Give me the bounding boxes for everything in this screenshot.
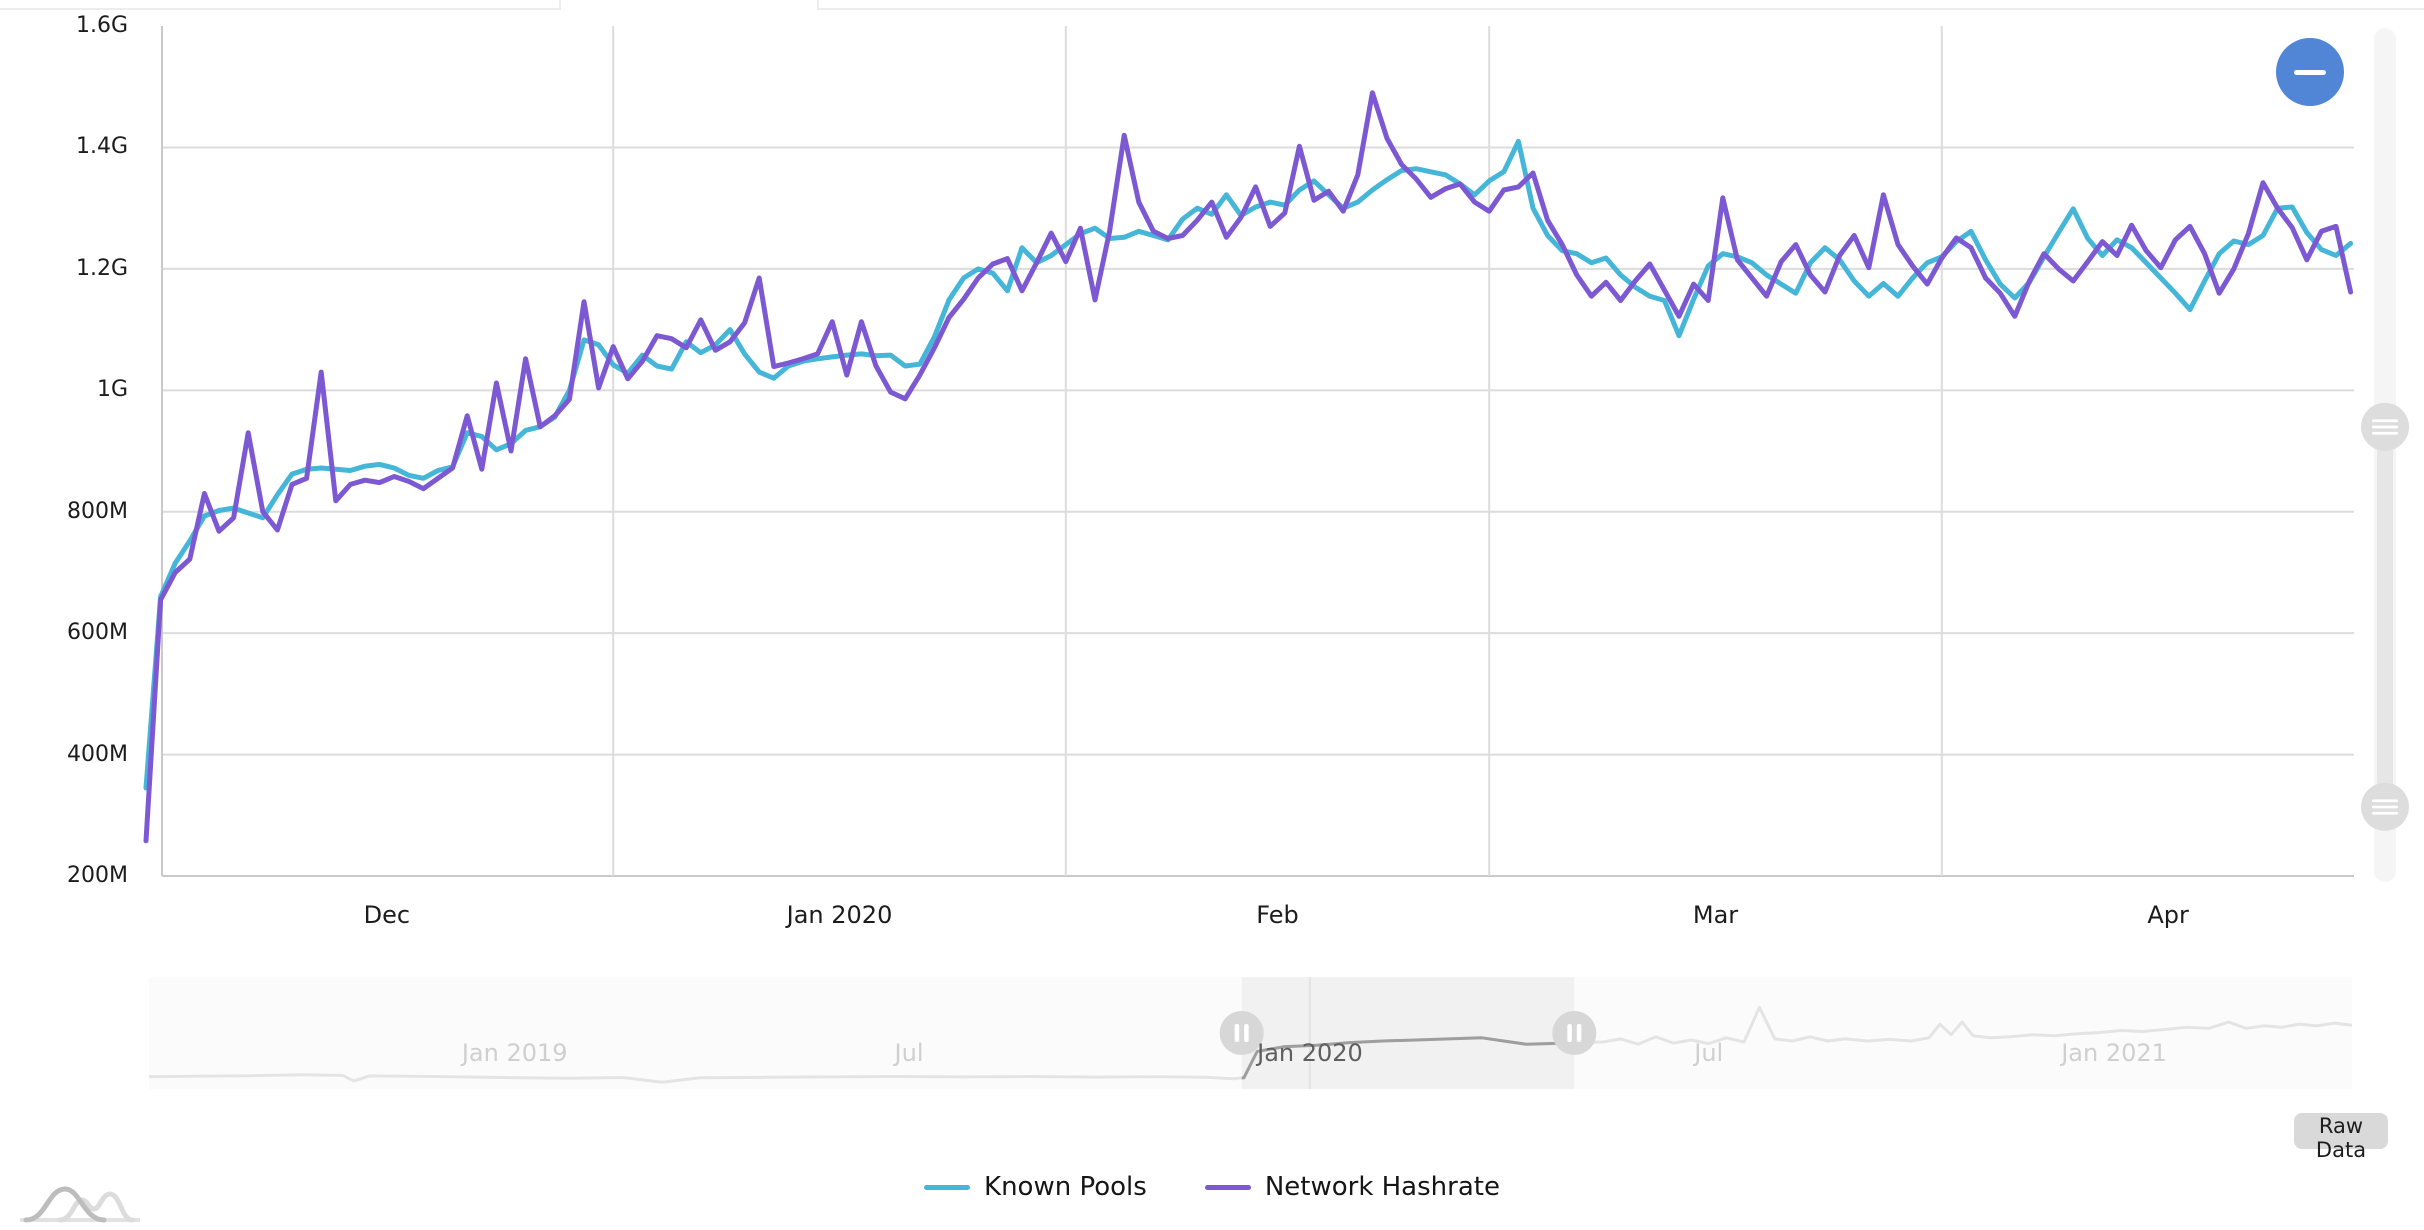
navigator-time-label: Jul	[894, 1039, 924, 1067]
tab-left[interactable]	[0, 0, 561, 10]
tab-strip	[0, 0, 2424, 10]
tab-right[interactable]	[817, 0, 2424, 10]
x-axis-label: Mar	[1692, 901, 1739, 929]
legend-label: Network Hashrate	[1264, 1172, 1500, 1202]
grip-lines-icon	[2372, 799, 2398, 803]
y-axis-label: 1.4G	[75, 134, 128, 160]
network-hashrate-swatch-icon	[1204, 1184, 1251, 1190]
y-zoom-bottom-handle[interactable]	[2361, 782, 2409, 831]
navigator-time-label: Jan 2019	[461, 1039, 568, 1067]
y-axis-label: 1G	[96, 377, 128, 403]
navigator-series-dim	[148, 1005, 2353, 1084]
y-axis-label: 600M	[67, 620, 128, 646]
legend: Known Pools Network Hashrate	[0, 1172, 2424, 1202]
pause-icon	[1234, 1024, 1240, 1042]
legend-label: Known Pools	[984, 1172, 1147, 1202]
raw-data-button[interactable]: Raw Data	[2294, 1113, 2388, 1162]
legend-item-network-hashrate[interactable]: Network Hashrate	[1204, 1172, 1500, 1202]
minus-icon	[2294, 70, 2326, 75]
navigator-time-label: Jan 2021	[2061, 1039, 2167, 1067]
y-zoom-top-handle[interactable]	[2361, 402, 2409, 451]
navigator-left-handle[interactable]	[1219, 1011, 1264, 1055]
x-axis-label: Apr	[2147, 901, 2189, 929]
grip-lines-icon	[2372, 431, 2398, 435]
navigator-time-label: Jul	[1694, 1039, 1724, 1067]
legend-item-known-pools[interactable]: Known Pools	[924, 1172, 1147, 1202]
grip-lines-icon	[2372, 805, 2398, 809]
navigator-right-handle[interactable]	[1552, 1011, 1597, 1055]
series-line-network-hashrate	[143, 90, 2354, 844]
navigator-time-label: Jan 2020	[1257, 1039, 1363, 1067]
grip-lines-icon	[2372, 419, 2398, 423]
zoom-out-button[interactable]	[2276, 38, 2344, 106]
handle-circle	[1219, 1011, 1264, 1055]
series-line-known-pools	[143, 138, 2354, 791]
y-zoom-range-bar[interactable]	[2377, 426, 2393, 807]
distribution-curves-icon	[20, 1186, 140, 1223]
pause-icon	[1244, 1024, 1249, 1042]
y-axis-label: 1.2G	[75, 255, 128, 281]
pause-icon	[1576, 1024, 1582, 1042]
y-axis-label: 800M	[67, 498, 128, 524]
known-pools-swatch-icon	[924, 1184, 971, 1190]
x-axis-label: Feb	[1256, 901, 1299, 929]
handle-circle	[1552, 1011, 1597, 1055]
x-axis-label: Dec	[363, 901, 411, 929]
y-axis-label: 400M	[67, 741, 128, 767]
grip-lines-icon	[2372, 811, 2398, 815]
pause-icon	[1567, 1024, 1572, 1042]
x-axis-label: Jan 2020	[786, 901, 893, 929]
navigator-selection[interactable]	[1241, 977, 1575, 1089]
y-axis-label: 1.6G	[75, 13, 128, 39]
y-axis-label: 200M	[67, 863, 128, 888]
grip-lines-icon	[2372, 425, 2398, 429]
